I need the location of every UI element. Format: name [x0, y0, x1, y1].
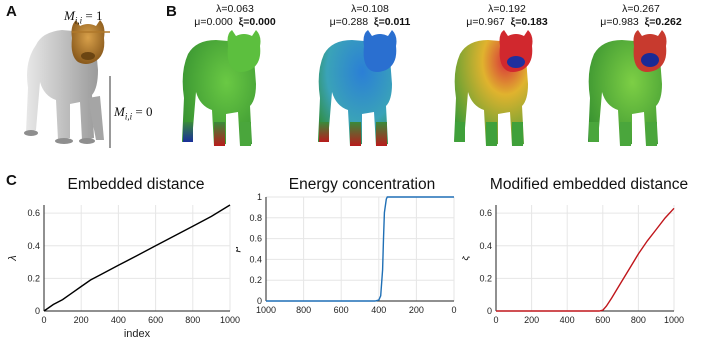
panel-b-cat-1	[182, 30, 261, 146]
panel-b-cat-4	[588, 30, 667, 146]
y-tick-label: 0.8	[249, 213, 262, 223]
chart-1-title: Embedded distance	[67, 176, 205, 193]
x-tick-label: 1000	[220, 315, 240, 325]
m0-rhs: = 0	[132, 104, 153, 119]
x-tick-label: 1000	[256, 305, 276, 315]
panel-a-label-m0: Mi,i = 0	[114, 104, 152, 122]
x-tick-label: 200	[74, 315, 89, 325]
y-tick-label: 0	[487, 306, 492, 316]
panel-a-figure: Mi,i = 1 Mi,i = 0	[14, 0, 164, 160]
panel-a-label-m1: Mi,i = 1	[64, 8, 102, 26]
caption-4-lambda: λ=0.267	[622, 3, 660, 15]
x-tick-label: 800	[185, 315, 200, 325]
caption-3-xi: ξ=0.183	[510, 16, 548, 28]
panel-label-c: C	[6, 172, 17, 189]
panel-b-cat-3	[454, 30, 533, 146]
panel-label-b: B	[166, 3, 177, 20]
cat-head-highlight	[71, 20, 105, 64]
panel-b-cat-2	[318, 30, 397, 146]
series-line	[496, 207, 675, 312]
chart-energy-concentration: 0 0.2 0.4 0.6 0.8 1 1000 800 600 400 200 0 μ	[236, 192, 457, 315]
y-tick-label: 0	[257, 296, 262, 306]
caption-1-mu: μ=0.000	[194, 16, 233, 28]
caption-2-mu: μ=0.288	[329, 16, 369, 28]
x-tick-label: 400	[371, 305, 386, 315]
panel-b-caption-3: λ=0.192 μ=0.967 ξ=0.183	[452, 3, 562, 29]
m0-symbol: M	[114, 104, 125, 119]
y-tick-label: 0.6	[27, 208, 40, 218]
caption-4-xi: ξ=0.262	[644, 16, 682, 28]
caption-1-lambda: λ=0.063	[216, 3, 254, 15]
panel-b-caption-1: λ=0.063 μ=0.000 ξ=0.000	[180, 3, 290, 29]
caption-3-lambda: λ=0.192	[488, 3, 526, 15]
x-tick-label: 600	[148, 315, 163, 325]
x-tick-label: 400	[111, 315, 126, 325]
m1-sub: i,i	[74, 15, 83, 26]
x-tick-label: 1000	[664, 315, 684, 325]
x-tick-label: 0	[451, 305, 456, 315]
y-axis-label: ξ	[462, 254, 471, 260]
y-tick-label: 0.2	[479, 273, 492, 283]
series-line	[266, 196, 454, 302]
panel-b-caption-4: λ=0.267 μ=0.983 ξ=0.262	[586, 3, 696, 29]
x-tick-label: 600	[595, 315, 610, 325]
series-line	[43, 204, 231, 312]
caption-1-xi: ξ=0.000	[238, 16, 276, 28]
m1-symbol: M	[64, 8, 75, 23]
y-tick-label: 0	[35, 306, 40, 316]
m1-rhs: = 1	[82, 8, 103, 23]
panel-a-cat-illustration	[24, 20, 111, 148]
caption-2-xi: ξ=0.011	[373, 16, 411, 28]
y-tick-label: 0.4	[249, 254, 262, 264]
y-tick-label: 0.4	[27, 241, 40, 251]
y-tick-label: 0.4	[479, 241, 492, 251]
x-tick-label: 800	[296, 305, 311, 315]
chart-modified-embedded-distance: 0 0.2 0.4 0.6 0 200 400 600 800 1000 ξ	[462, 205, 684, 325]
x-tick-label: 0	[493, 315, 498, 325]
chart-embedded-distance: 0 0.2 0.4 0.6 0 200 400 600 800 1000 index λ	[7, 204, 240, 339]
panel-b-caption-2: λ=0.108 μ=0.288 ξ=0.011	[315, 3, 425, 29]
chart-3-title: Modified embedded distance	[489, 176, 689, 193]
y-tick-label: 0.6	[249, 234, 262, 244]
x-tick-label: 200	[524, 315, 539, 325]
y-tick-label: 0.2	[27, 273, 40, 283]
m0-sub: i,i	[124, 111, 133, 122]
x-axis-label: index	[124, 328, 151, 339]
x-tick-label: 800	[631, 315, 646, 325]
caption-3-mu: μ=0.967	[466, 16, 505, 28]
y-tick-label: 1	[257, 192, 262, 202]
y-tick-label: 0.6	[479, 208, 492, 218]
x-tick-label: 400	[560, 315, 575, 325]
panel-b-cats	[182, 30, 667, 146]
y-axis-label: μ	[236, 246, 241, 253]
caption-2-lambda: λ=0.108	[351, 3, 389, 15]
caption-4-mu: μ=0.983	[600, 16, 639, 28]
panel-label-a: A	[6, 3, 17, 20]
y-axis-label: λ	[7, 255, 19, 261]
y-tick-label: 0.2	[249, 275, 262, 285]
x-tick-label: 600	[334, 305, 349, 315]
x-tick-label: 0	[41, 315, 46, 325]
chart-2-title: Energy concentration	[288, 176, 436, 193]
x-tick-label: 200	[409, 305, 424, 315]
